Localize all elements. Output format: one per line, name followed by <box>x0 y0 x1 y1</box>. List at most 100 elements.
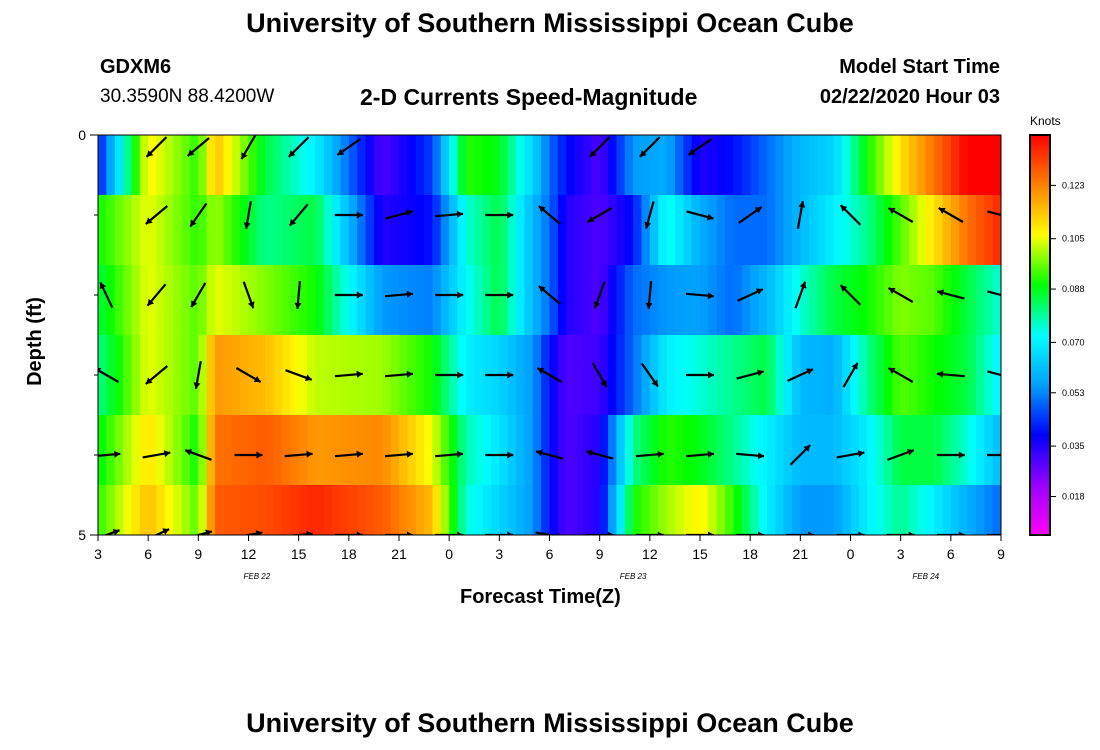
heatmap-cell <box>123 135 133 196</box>
current-vector <box>485 291 514 299</box>
heatmap-cell <box>549 485 559 535</box>
heatmap-cell <box>700 415 709 486</box>
current-vector <box>435 291 464 299</box>
vector-head <box>99 282 107 290</box>
vector-head <box>657 531 664 535</box>
heatmap-cell <box>633 265 643 336</box>
vector-head <box>1009 452 1015 459</box>
vector-head <box>190 219 197 227</box>
x-tick-label: 0 <box>847 546 855 562</box>
heatmap-cell <box>833 485 843 535</box>
heatmap-cell <box>474 265 484 336</box>
current-vector <box>589 136 611 158</box>
heatmap-cell <box>582 195 592 266</box>
heatmap-cell <box>139 485 149 535</box>
current-vector <box>334 370 363 378</box>
heatmap-cell <box>424 485 434 535</box>
heatmap-cell <box>365 415 375 486</box>
heatmap-cell <box>783 335 793 416</box>
heatmap-cell <box>725 265 735 336</box>
current-vector <box>936 531 965 535</box>
current-vector <box>936 370 965 378</box>
vector-head <box>538 206 546 213</box>
heatmap-cell <box>248 135 258 196</box>
x-tick-label: 3 <box>94 546 102 562</box>
heatmap-cell <box>482 415 492 486</box>
vector-head <box>457 291 464 299</box>
heatmap-cell <box>900 415 910 486</box>
heatmap-cell <box>758 335 768 416</box>
heatmap-cell <box>616 485 626 535</box>
heatmap-cell <box>415 135 425 196</box>
heatmap-cell <box>256 265 266 336</box>
heatmap-cell <box>332 415 342 486</box>
heatmap-cell <box>240 415 250 486</box>
heatmap-cell <box>750 265 760 336</box>
heatmap-cell <box>490 135 500 196</box>
heatmap-cell <box>842 485 852 535</box>
heatmap-cell <box>465 335 475 416</box>
heatmap-cell <box>766 485 776 535</box>
heatmap-cell <box>449 265 459 336</box>
heatmap-cell <box>164 195 174 266</box>
heatmap-cell <box>123 485 133 535</box>
heatmap-cell <box>231 195 241 266</box>
heatmap-cell <box>934 485 944 535</box>
current-vector <box>435 210 464 218</box>
y-tick-label: 5 <box>78 527 86 543</box>
heatmap-cell <box>256 195 266 266</box>
heatmap-cell <box>457 135 467 196</box>
heatmap-cell <box>867 415 877 486</box>
heatmap-cell <box>666 485 676 535</box>
heatmap-cell <box>833 415 843 486</box>
heatmap-cell <box>323 135 333 196</box>
current-vector <box>640 362 659 388</box>
heatmap-cell <box>925 335 935 416</box>
heatmap-cell <box>148 135 158 196</box>
heatmap-cell <box>415 335 425 416</box>
heatmap-cell <box>164 135 174 196</box>
heatmap-cell <box>541 415 551 486</box>
heatmap-cell <box>817 135 827 196</box>
heatmap-cell <box>850 335 860 416</box>
vector-head <box>187 149 195 156</box>
vector-head <box>457 371 464 379</box>
heatmap-cell <box>641 265 651 336</box>
heatmap-cell <box>700 265 709 336</box>
heatmap-cell <box>934 265 944 336</box>
heatmap-cell <box>114 265 124 336</box>
current-vector <box>736 531 765 535</box>
colorbar: 0.123 0.105 0.088 0.070 0.053 0.035 0.018 <box>1029 134 1085 536</box>
heatmap-cell <box>599 135 609 196</box>
heatmap-cell <box>674 135 684 196</box>
heatmap-cell <box>833 135 843 196</box>
heatmap-cell <box>775 265 785 336</box>
heatmap-cell <box>474 135 484 196</box>
heatmap-cell <box>106 195 116 266</box>
current-vector <box>839 204 862 226</box>
heatmap-cell <box>424 335 434 416</box>
heatmap-cell <box>758 135 768 196</box>
vector-head <box>958 451 965 459</box>
heatmap-cell <box>892 335 902 416</box>
heatmap-cell <box>975 485 985 535</box>
heatmap-cell <box>106 335 116 416</box>
heatmap-cell <box>532 195 542 266</box>
heatmap-cell <box>131 335 141 416</box>
heatmap-cell <box>875 195 885 266</box>
heatmap-cell <box>691 415 701 486</box>
vector-head <box>405 209 413 217</box>
heatmap-cell <box>599 195 609 266</box>
current-vector <box>385 370 413 378</box>
heatmap-cell <box>281 485 291 535</box>
heatmap-cell <box>106 135 116 196</box>
heatmap-cell <box>850 135 860 196</box>
heatmap-cell <box>658 265 668 336</box>
heatmap-cell <box>992 135 1001 196</box>
current-vector <box>736 369 764 380</box>
heatmap-cell <box>641 335 651 416</box>
vector-head <box>937 289 944 297</box>
heatmap-cell <box>273 195 283 266</box>
heatmap-cell <box>750 485 760 535</box>
heatmap-cell <box>373 135 383 196</box>
